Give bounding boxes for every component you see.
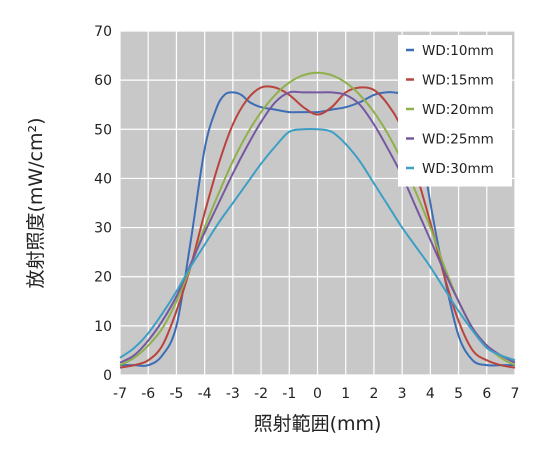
series-line [119, 85, 516, 369]
x-tick-label: 5 [454, 386, 463, 402]
legend-label: WD:20mm [422, 102, 494, 118]
x-tick-label: -7 [113, 386, 127, 402]
x-tick-label: 4 [426, 386, 435, 402]
legend-label: WD:10mm [422, 43, 494, 59]
x-tick-label: -4 [198, 386, 212, 402]
x-axis-title: 照射範囲(mm) [254, 413, 382, 435]
x-tick-label: 6 [482, 386, 491, 402]
x-tick-label: -2 [254, 386, 268, 402]
y-tick-label: 0 [103, 368, 112, 384]
series-line [119, 71, 516, 367]
legend-label: WD:25mm [422, 132, 494, 148]
x-tick-label: -5 [169, 386, 183, 402]
y-axis-ticks: 0 10 20 30 40 50 60 70 [94, 24, 112, 384]
x-axis-ticks: -7 -6 -5 -4 -3 -2 -1 0 1 2 3 4 5 6 7 [113, 386, 519, 402]
x-tick-label: -3 [226, 386, 240, 402]
legend: WD:10mm WD:15mm WD:20mm WD:25mm WD:30mm [398, 35, 512, 187]
x-tick-label: -1 [282, 386, 296, 402]
series-line [119, 127, 516, 362]
x-tick-label: 0 [313, 386, 322, 402]
legend-label: WD:30mm [422, 161, 494, 177]
series-lines [119, 71, 516, 369]
y-tick-label: 70 [94, 24, 112, 40]
y-tick-label: 60 [94, 73, 112, 89]
x-tick-label: 2 [369, 386, 378, 402]
y-tick-label: 40 [94, 171, 112, 187]
legend-box [398, 35, 512, 187]
x-tick-label: 7 [511, 386, 520, 402]
x-tick-label: -6 [141, 386, 155, 402]
x-tick-label: 3 [398, 386, 407, 402]
y-axis-title: 放射照度(mW/cm²) [25, 117, 47, 288]
y-tick-label: 20 [94, 270, 112, 286]
x-tick-label: 1 [341, 386, 350, 402]
y-tick-label: 30 [94, 221, 112, 237]
legend-label: WD:15mm [422, 73, 494, 89]
y-tick-label: 10 [94, 319, 112, 335]
y-tick-label: 50 [94, 122, 112, 138]
